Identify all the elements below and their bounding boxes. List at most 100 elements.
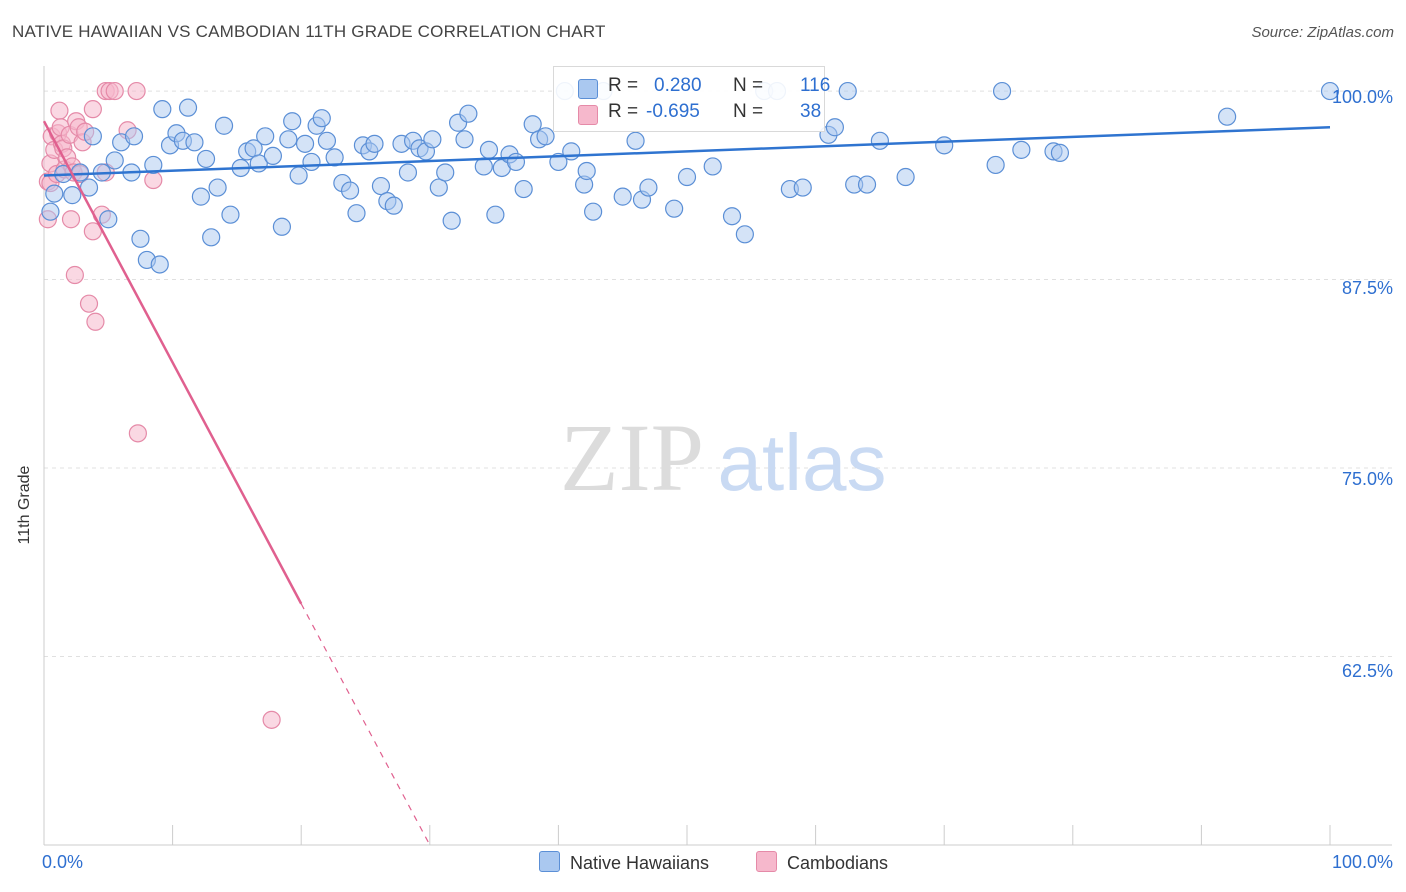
watermark-zip: ZIP (560, 404, 704, 511)
native-hawaiian-point (185, 133, 204, 152)
native-hawaiian-point (124, 127, 144, 146)
x-tick-0: 0.0% (42, 852, 84, 872)
native-hawaiian-point (514, 179, 533, 199)
native-hawaiian-point (191, 187, 210, 206)
native-hawaiian-point (896, 167, 915, 187)
native-hawaiian-point (423, 130, 442, 149)
native-hawaiian-point (703, 157, 722, 176)
chart-source: Source: ZipAtlas.com (1251, 24, 1394, 41)
native-hawaiian-point (626, 131, 645, 150)
native-hawaiian-point (105, 151, 124, 170)
legend-swatch-pink (578, 105, 598, 125)
native-hawaiian-point (196, 149, 216, 169)
native-hawaiian-point (289, 166, 308, 185)
legend-r-label: R = (608, 75, 639, 96)
native-hawaiian-point (1320, 81, 1340, 101)
native-hawaiian-point (459, 104, 478, 123)
cambodian-point (127, 81, 146, 101)
native-hawaiian-point (1050, 143, 1070, 162)
native-hawaiian-point (325, 148, 344, 167)
bottom-legend-label: Cambodians (787, 853, 889, 873)
legend-swatch-blue (578, 79, 598, 99)
native-hawaiian-point (144, 155, 163, 175)
cambodian-point (79, 294, 99, 313)
native-hawaiian-point (479, 140, 499, 159)
native-hawaiian-point (398, 163, 418, 182)
native-hawaiian-point (263, 146, 283, 166)
bottom-legend-cambodians: Cambodians (756, 851, 888, 874)
native-hawaiian-point (436, 163, 455, 182)
cambodian-point (50, 101, 69, 120)
native-hawaiian-point (45, 184, 64, 203)
native-hawaiian-point (549, 152, 568, 172)
y-tick-87-5: 87.5% (1341, 278, 1393, 298)
native-hawaiian-point (577, 161, 596, 181)
cambodian-trendline-extension (300, 603, 431, 846)
bottom-legend-native-hawaiians: Native Hawaiians (539, 851, 709, 874)
y-tick-100: 100.0% (1331, 87, 1393, 107)
native-hawaiian-point (935, 136, 954, 155)
cambodian-point (144, 170, 163, 190)
native-hawaiian-point (793, 178, 812, 197)
native-hawaiian-point (41, 202, 60, 221)
native-hawaiian-point (340, 181, 360, 200)
native-hawaiian-point (584, 202, 603, 221)
native-hawaiian-point (506, 152, 526, 172)
native-hawaiian-point (283, 112, 302, 131)
native-hawaiian-point (99, 210, 118, 229)
bottom-legend-swatch-blue (539, 851, 560, 872)
native-hawaiian-point (312, 109, 331, 128)
native-hawaiian-point (665, 199, 684, 218)
y-tick-75: 75.0% (1341, 469, 1393, 489)
legend-n-value: 116 (800, 75, 831, 96)
native-hawaiian-trendline (43, 126, 1331, 177)
cambodian-point (61, 210, 81, 229)
cambodian-point (262, 710, 281, 729)
legend-r-label: R = (608, 101, 639, 122)
native-hawaiian-point (735, 225, 754, 244)
native-hawaiian-point (838, 81, 857, 101)
native-hawaiian-point (1218, 107, 1237, 126)
native-hawaiian-point (442, 211, 461, 230)
cambodian-point (128, 424, 147, 443)
native-hawaiian-point (371, 176, 391, 196)
native-hawaiian-point (474, 157, 493, 176)
native-hawaiian-point (1012, 140, 1031, 159)
native-hawaiian-point (365, 134, 384, 153)
cambodian-point (105, 81, 124, 101)
native-hawaiian-point (178, 98, 198, 117)
native-hawaiian-point (677, 167, 697, 187)
native-hawaiian-point (83, 127, 102, 146)
trend-layer (42, 120, 1331, 846)
cambodian-trendline (42, 120, 303, 605)
native-hawaiian-point (992, 81, 1012, 101)
native-hawaiian-point (857, 175, 877, 194)
native-hawaiian-point (131, 229, 150, 248)
y-tick-62-5: 62.5% (1341, 661, 1393, 681)
cambodian-point (65, 265, 84, 285)
legend-n-label: N = (733, 101, 764, 122)
native-hawaiian-point (302, 152, 321, 172)
legend-n-value: 38 (800, 101, 822, 122)
native-hawaiian-point (523, 115, 542, 134)
native-hawaiian-point (455, 130, 474, 149)
bottom-legend-swatch-pink (756, 851, 777, 872)
grid-layer (44, 90, 1392, 658)
stats-legend: R = 0.280 N = 116 R = -0.695 N = 38 (553, 66, 830, 132)
native-hawaiian-point (256, 127, 275, 146)
cambodian-point (83, 100, 102, 119)
watermark-atlas: atlas (718, 418, 887, 507)
chart-title: NATIVE HAWAIIAN VS CAMBODIAN 11TH GRADE … (12, 22, 606, 41)
legend-r-value: -0.695 (646, 101, 700, 122)
native-hawaiian-point (429, 178, 448, 197)
native-hawaiian-point (613, 187, 632, 206)
cambodian-point (86, 312, 105, 331)
native-hawaiian-point (279, 130, 298, 149)
native-hawaiian-point (272, 217, 292, 236)
native-hawaiian-point (562, 142, 581, 161)
native-hawaiian-point (347, 204, 366, 223)
native-hawaiian-point (221, 205, 240, 224)
native-hawaiian-point (295, 134, 315, 153)
native-hawaiian-point (486, 205, 505, 224)
